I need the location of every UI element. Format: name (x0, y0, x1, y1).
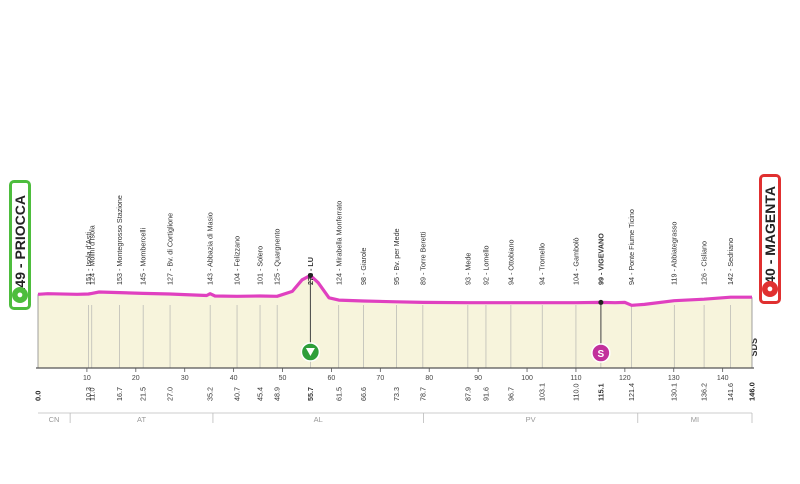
point-label: 145 - Mombercelli (139, 227, 148, 285)
triangle-down-icon (305, 348, 315, 356)
point-km-label: 27.0 (166, 387, 175, 401)
km-tick-label: 130 (668, 375, 680, 382)
km-tick-label: 140 (717, 375, 729, 382)
start-sign: 149 - PRIOCCA ● (9, 180, 31, 310)
point-label: 94 - Tromello (538, 243, 547, 285)
point-km-label: 91.6 (481, 387, 490, 401)
finish-sign: 140 - MAGENTA ● (759, 174, 781, 304)
point-km-label: 115.1 (596, 383, 605, 401)
point-km-label: 78.7 (418, 387, 427, 401)
profile-line (37, 273, 752, 307)
point-km-label: 66.6 (359, 387, 368, 401)
point-km-label: 45.4 (256, 387, 265, 401)
endpoint-km-label: 0.0 (34, 391, 43, 401)
point-km-label: 136.2 (700, 383, 709, 401)
point-label: 94 - Ottobiano (506, 239, 515, 285)
km-tick-label: 40 (230, 375, 238, 382)
province-label: AL (314, 415, 323, 424)
point-km-label: 130.1 (670, 383, 679, 401)
province-label: MI (691, 415, 699, 424)
point-label: 98 - Giarole (359, 247, 368, 285)
km-tick-label: 110 (570, 375, 581, 382)
point-label: 124 - Mirabella Monferrato (334, 201, 343, 285)
point-label: 99 - VIGEVANO (596, 233, 605, 285)
km-tick-label: 120 (619, 375, 631, 382)
point-label: 119 - Abbiategrasso (670, 222, 679, 285)
point-km-label: 40.7 (233, 387, 242, 401)
cyclist-icon: ● (762, 281, 778, 297)
point-km-label: 35.2 (206, 387, 215, 401)
point-label: 104 - Gambolò (571, 237, 580, 285)
km-tick-label: 10 (83, 375, 91, 382)
point-label: 93 - Mede (463, 253, 472, 285)
province-label: PV (526, 415, 536, 424)
sprint-badge (591, 343, 611, 363)
point-label: 142 - Sedriano (726, 238, 735, 285)
point-label: 126 - Cisliano (700, 241, 709, 285)
point-km-label: 96.7 (506, 387, 515, 401)
point-label: 125 - Quargnento (273, 229, 282, 285)
sprint-label: S (598, 349, 605, 360)
point-label: 127 - Bv. di Cortiglione (166, 213, 175, 285)
point-km-label: 110.0 (571, 384, 580, 401)
point-label: 94 - Ponte Fiume Ticino (627, 209, 636, 285)
km-tick-label: 20 (132, 375, 140, 382)
endpoint-km-label: 146.0 (748, 382, 757, 401)
point-label: 89 - Torre Beretti (418, 231, 427, 285)
point-km-label: 61.5 (334, 387, 343, 401)
point-km-label: 16.7 (115, 387, 124, 401)
point-km-label: 141.6 (726, 383, 735, 401)
point-label: 104 - Felizzano (233, 236, 242, 285)
sprint-dot (598, 299, 604, 305)
point-km-label: 11.0 (87, 388, 96, 401)
cyclist-icon: ● (12, 287, 28, 303)
point-label: 153 - Montegrosso Stazione (115, 195, 124, 285)
point-label: 278 - LU (306, 257, 315, 285)
point-label: 151 - Isola d'Asti (84, 232, 93, 285)
point-km-label: 10.3 (84, 387, 93, 401)
km-tick-label: 80 (425, 375, 433, 382)
gpm-summit-dot (307, 272, 313, 278)
point-label: 101 - Solero (256, 246, 265, 285)
point-km-label: 21.5 (139, 387, 148, 401)
km-tick-label: 100 (521, 375, 533, 382)
km-tick-label: 30 (181, 375, 189, 382)
profile-area (38, 275, 752, 368)
km-tick-label: 90 (474, 375, 482, 382)
point-km-label: 73.3 (392, 387, 401, 401)
point-km-label: 87.9 (463, 387, 472, 401)
province-label: CN (49, 415, 60, 424)
km-tick-label: 60 (328, 375, 336, 382)
point-km-label: 103.1 (538, 383, 547, 401)
point-label: 92 - Lomello (481, 245, 490, 285)
km-tick-label: 50 (279, 375, 287, 382)
point-km-label: 55.7 (306, 387, 315, 401)
point-km-label: 48.9 (273, 387, 282, 401)
point-label: 95 - Bv. per Mede (392, 228, 401, 285)
point-label: 143 - Abbazia di Masio (206, 212, 215, 285)
point-label: 124 - Molini d'Isola (87, 225, 96, 285)
province-label: AT (137, 415, 146, 424)
km-tick-label: 70 (376, 375, 384, 382)
point-km-label: 121.4 (627, 383, 636, 401)
